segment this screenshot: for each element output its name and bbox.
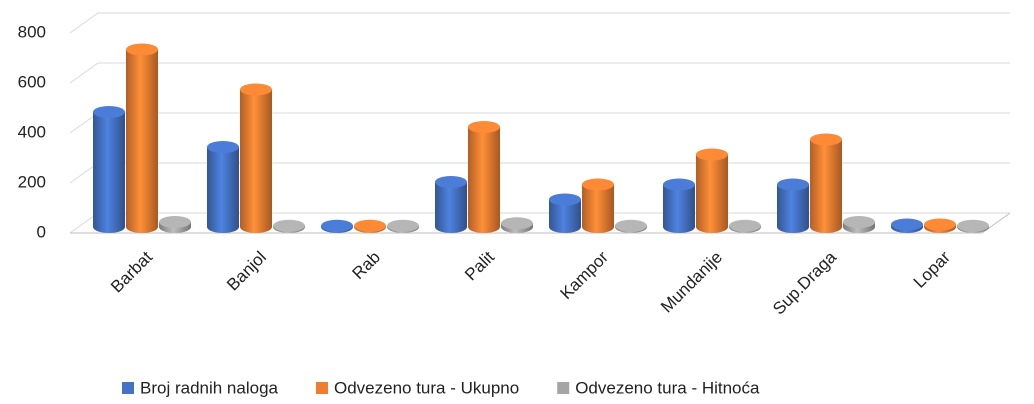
bar: [663, 178, 695, 233]
bar-top: [924, 218, 956, 231]
bar-top: [501, 217, 533, 230]
bar-top: [663, 178, 695, 191]
bar-top: [240, 83, 272, 96]
bar: [126, 49, 158, 227]
bar: [240, 83, 272, 233]
bar: [777, 184, 809, 227]
x-tick-label: Rab: [349, 248, 384, 283]
bar: [468, 127, 500, 227]
x-tick-label: Palit: [461, 247, 498, 284]
bar: [159, 216, 191, 233]
bar: [615, 219, 647, 233]
x-tick-label: Barbat: [107, 247, 156, 296]
bar: [696, 154, 728, 227]
bar-top: [549, 193, 581, 206]
bar: [93, 112, 125, 227]
bar: [207, 147, 239, 227]
y-tick-label: 600: [18, 72, 46, 91]
x-tick-label: Banjol: [223, 248, 270, 295]
grid-line: [69, 112, 1010, 134]
bar: [924, 218, 956, 233]
bar-top: [729, 219, 761, 232]
bar-top: [159, 216, 191, 228]
bar: [729, 219, 761, 233]
x-tick-label: Lopar: [910, 247, 954, 291]
bar: [810, 133, 842, 233]
x-tick-label: Mundanije: [657, 248, 726, 317]
bar-top: [777, 178, 809, 191]
bar: [501, 217, 533, 233]
legend-swatch: [122, 382, 134, 394]
bar: [663, 184, 695, 227]
bar: [435, 176, 467, 233]
bar: [891, 218, 923, 233]
bar-top: [843, 216, 875, 228]
bar: [321, 219, 353, 233]
bar: [582, 178, 614, 233]
grid-line: [69, 12, 1010, 34]
bar-top: [93, 106, 125, 118]
legend-label: Broj radnih naloga: [140, 378, 279, 397]
bar: [843, 216, 875, 233]
bar-top: [273, 219, 305, 232]
x-tick-label: Kampor: [556, 247, 612, 303]
x-tick-label: Sup.Draga: [769, 247, 840, 318]
grid-line: [69, 62, 1010, 84]
bar-top: [615, 219, 647, 232]
legend-swatch: [557, 382, 570, 394]
legend-swatch: [315, 382, 328, 394]
bar: [435, 182, 467, 227]
bar-top: [582, 178, 614, 191]
bar-top: [810, 133, 842, 146]
bar-top: [468, 121, 500, 133]
bar: [582, 184, 614, 227]
legend-label: Odvezeno tura - Hitnoća: [575, 378, 760, 397]
bar: [549, 193, 581, 233]
bar: [273, 219, 305, 233]
y-tick-label: 400: [18, 122, 46, 141]
bar: [696, 148, 728, 233]
bar-top: [891, 218, 923, 231]
bar-top: [387, 219, 419, 232]
legend-label: Odvezeno tura - Ukupno: [334, 378, 519, 397]
floor: [70, 212, 1011, 234]
bar-top: [696, 148, 728, 161]
bar: [777, 178, 809, 233]
bar: [354, 219, 386, 233]
bar: [240, 89, 272, 227]
bar-top: [126, 43, 158, 56]
y-tick-label: 0: [37, 222, 46, 241]
bar: [468, 121, 500, 233]
bar-top: [435, 176, 467, 188]
bar: [957, 219, 989, 233]
bar-top: [354, 219, 386, 232]
bar-top: [207, 141, 239, 153]
bar-top: [321, 219, 353, 232]
bar: [810, 139, 842, 227]
y-tick-label: 200: [18, 172, 46, 191]
bar: [387, 219, 419, 233]
y-tick-label: 800: [18, 22, 46, 41]
bar: [93, 106, 125, 233]
bar-top: [957, 219, 989, 232]
bar: [207, 141, 239, 233]
bar: [126, 43, 158, 233]
